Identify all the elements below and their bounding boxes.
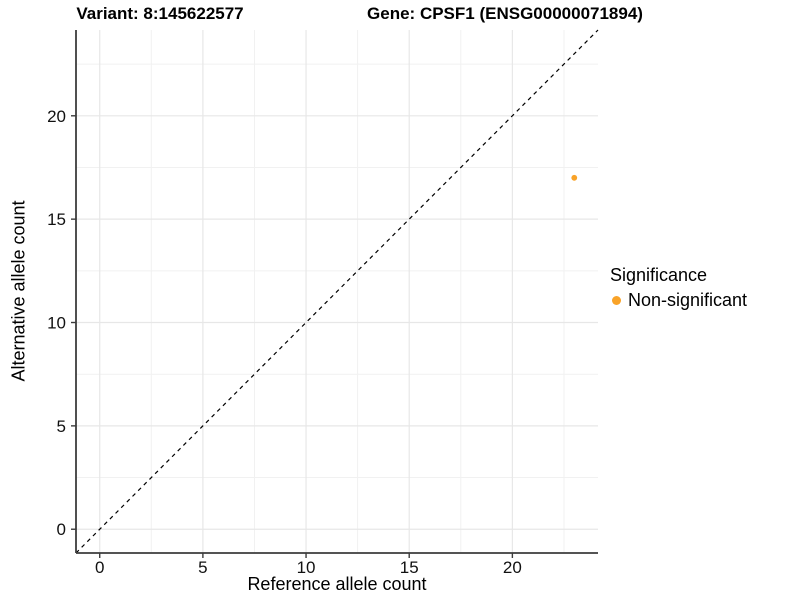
legend-title: Significance xyxy=(610,265,708,285)
plot-title-variant: Variant: 8:145622577 xyxy=(76,4,244,23)
y-tick-label: 5 xyxy=(57,417,66,436)
x-axis-title: Reference allele count xyxy=(247,574,427,594)
x-tick-label: 5 xyxy=(198,558,207,577)
legend-item: Non-significant xyxy=(610,289,747,311)
legend-item-label: Non-significant xyxy=(628,290,748,310)
identity-line xyxy=(75,29,599,554)
orange-dot-icon xyxy=(612,295,621,305)
plot-title-gene: Gene: CPSF1 (ENSG00000071894) xyxy=(367,4,643,23)
x-tick-label: 0 xyxy=(95,558,104,577)
x-tick-label: 10 xyxy=(297,558,316,577)
y-tick-label: 0 xyxy=(57,520,66,539)
y-tick-label: 10 xyxy=(47,314,66,333)
y-tick-label: 20 xyxy=(47,107,66,126)
x-tick-label: 20 xyxy=(503,558,522,577)
data-point xyxy=(571,174,578,181)
y-axis-title: Alternative allele count xyxy=(8,200,29,382)
x-tick-label: 15 xyxy=(400,558,419,577)
y-tick-label: 15 xyxy=(47,210,66,229)
legend: Significance Non-significant xyxy=(610,264,747,311)
